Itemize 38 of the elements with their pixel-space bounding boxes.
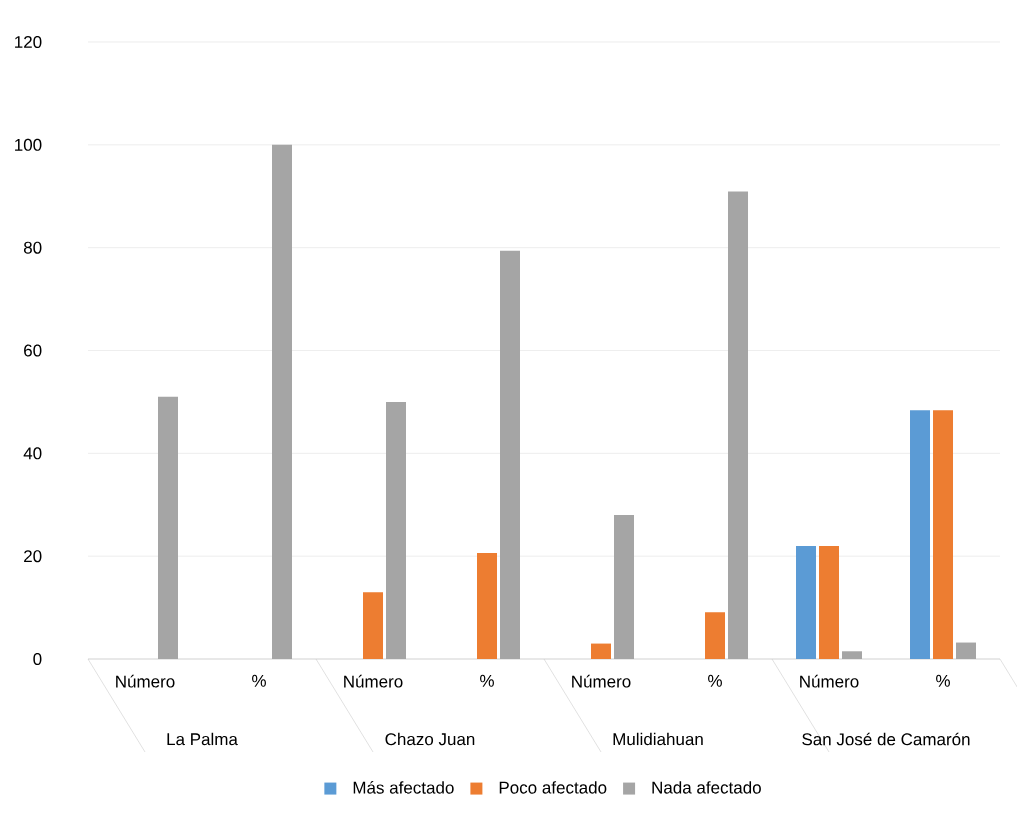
legend-label: Nada afectado xyxy=(652,781,761,794)
bar xyxy=(386,401,406,659)
bar xyxy=(614,515,634,659)
text: San José de Camarón xyxy=(802,732,970,746)
bar xyxy=(158,396,178,659)
bar xyxy=(477,553,497,659)
x-tick-label: % xyxy=(480,674,494,687)
y-tick-label: 100 xyxy=(15,138,42,151)
bar xyxy=(728,191,749,659)
bar xyxy=(591,643,611,659)
text: Chazo Juan xyxy=(385,732,475,746)
bar xyxy=(363,592,383,659)
bar xyxy=(705,612,726,659)
x-tick-label: % xyxy=(936,674,950,687)
x-tick-label: % xyxy=(252,674,266,687)
y-tick-label: 80 xyxy=(23,241,42,254)
legend-label: Más afectado xyxy=(353,781,454,794)
text: Mulidiahuan xyxy=(613,732,703,746)
bar xyxy=(796,545,817,659)
y-tick-label: 120 xyxy=(15,35,42,49)
bar xyxy=(842,651,863,659)
bar xyxy=(933,410,954,659)
bar xyxy=(910,410,931,659)
x-tick-label: Número xyxy=(800,674,859,688)
x-tick-label: Número xyxy=(572,674,631,688)
bar xyxy=(956,642,977,659)
bar xyxy=(500,250,520,659)
y-tick-label: 20 xyxy=(24,550,42,563)
legend-label: Poco afectado xyxy=(499,781,607,794)
x-tick-label: Número xyxy=(344,674,403,688)
bar xyxy=(819,545,840,659)
y-tick-label: 0 xyxy=(33,652,42,666)
text: La Palma xyxy=(167,732,238,746)
bar xyxy=(272,144,292,659)
x-tick-label: Número xyxy=(116,674,175,688)
y-tick-label: 60 xyxy=(24,344,42,357)
x-tick-label: % xyxy=(708,674,722,687)
y-tick-label: 40 xyxy=(23,447,42,460)
